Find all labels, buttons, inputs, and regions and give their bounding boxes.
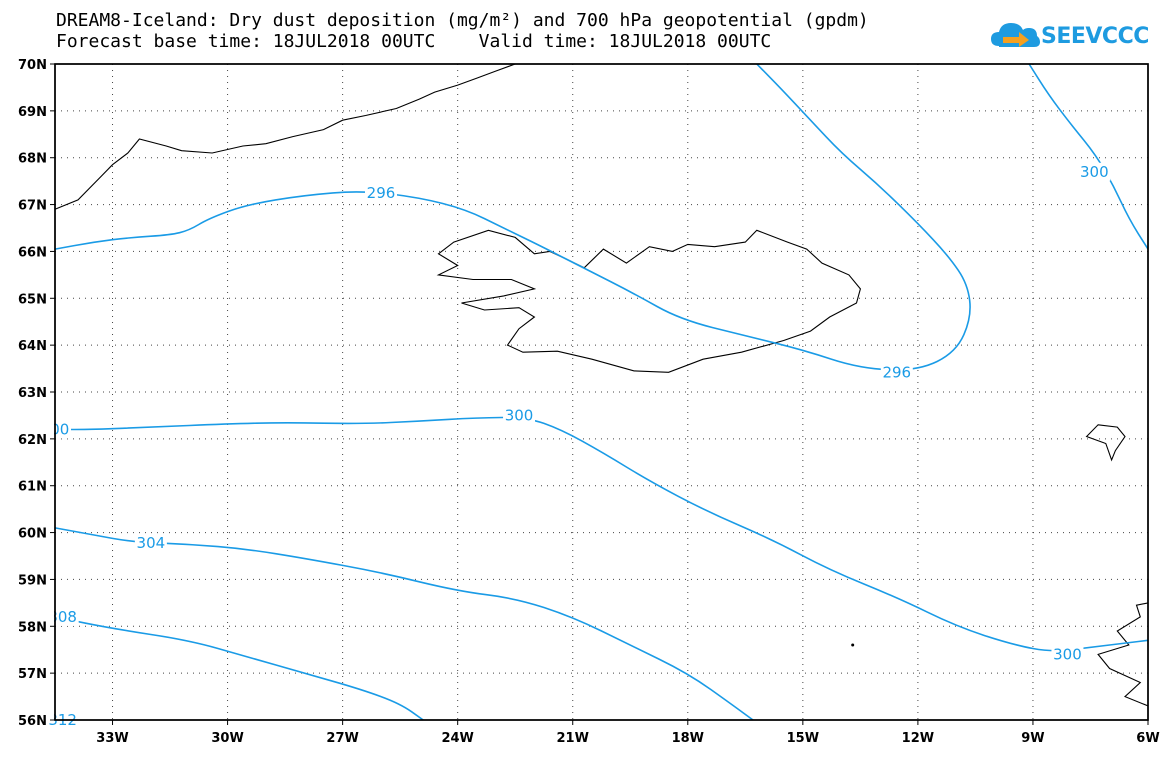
contour-label-296: 296 [882, 363, 911, 381]
contour-label-300: 300 [505, 406, 534, 424]
lat-tick-label: 60N [18, 527, 47, 542]
scotland-coastline [1097, 602, 1149, 707]
lon-tick-label: 33W [96, 731, 128, 746]
lat-tick-label: 62N [18, 433, 47, 448]
contour-label-304: 304 [137, 534, 166, 552]
contour-300 [1028, 63, 1149, 250]
lat-tick-label: 68N [18, 152, 47, 167]
chart-title: DREAM8-Iceland: Dry dust deposition (mg/… [56, 10, 869, 31]
lat-tick-label: 56N [18, 714, 47, 729]
lon-tick-label: 21W [557, 731, 589, 746]
contour-label-bg [880, 363, 913, 382]
axis-ticks: 33W 30W 27W 24W 21W 18W 15W 12W 9W 6W 70N 69N 68N 67N… [18, 58, 1160, 746]
lat-tick-label: 65N [18, 292, 47, 307]
lon-tick-label: 18W [672, 731, 704, 746]
lat-tick-label: 59N [18, 573, 47, 588]
faroe-coastline [1085, 424, 1126, 462]
contour-304 [54, 527, 754, 721]
lon-tick-label: 24W [441, 731, 473, 746]
lat-tick-label: 64N [18, 339, 47, 354]
contour-label-bg [134, 533, 167, 552]
lat-tick-label: 69N [18, 105, 47, 120]
contour-label-296: 296 [367, 184, 396, 202]
grid-lines [55, 63, 1149, 721]
contour-label-bg [364, 183, 397, 202]
lat-tick-label: 58N [18, 620, 47, 635]
seevccc-logo: SEEVCCC [989, 16, 1149, 60]
contour-label-300: 300 [1080, 163, 1109, 181]
iceland-coastline [436, 229, 862, 373]
lat-tick-label: 63N [18, 386, 47, 401]
contour-300 [55, 416, 1149, 652]
coastlines [54, 63, 1149, 707]
contour-label-bg [1051, 645, 1084, 664]
lat-tick-label: 66N [18, 245, 47, 260]
left-margin-mask [0, 62, 54, 722]
lat-tick-label: 57N [18, 667, 47, 682]
chart-subtitle: Forecast base time: 18JUL2018 00UTC Vali… [56, 31, 772, 52]
contour-label-bg [503, 406, 536, 425]
lon-tick-label: 27W [326, 731, 358, 746]
lon-tick-label: 6W [1136, 731, 1159, 746]
right-margin-mask [1149, 62, 1175, 722]
rockall-islet [851, 643, 855, 647]
lon-tick-label: 15W [787, 731, 819, 746]
lat-tick-label: 67N [18, 199, 47, 214]
lon-tick-label: 30W [211, 731, 243, 746]
contour-label-bg [1078, 162, 1111, 181]
contour-308 [54, 616, 424, 721]
lat-tick-label: 70N [18, 58, 47, 73]
map-frame [0, 62, 1175, 722]
contour-296 [54, 63, 971, 371]
logo-text: SEEVCCC [1041, 24, 1149, 49]
lon-tick-label: 12W [902, 731, 934, 746]
lat-tick-label: 61N [18, 480, 47, 495]
greenland-coastline [54, 63, 516, 210]
lon-tick-label: 9W [1021, 731, 1044, 746]
cloud-arrow-icon [991, 23, 1040, 47]
contour-label-300: 300 [1053, 645, 1082, 663]
